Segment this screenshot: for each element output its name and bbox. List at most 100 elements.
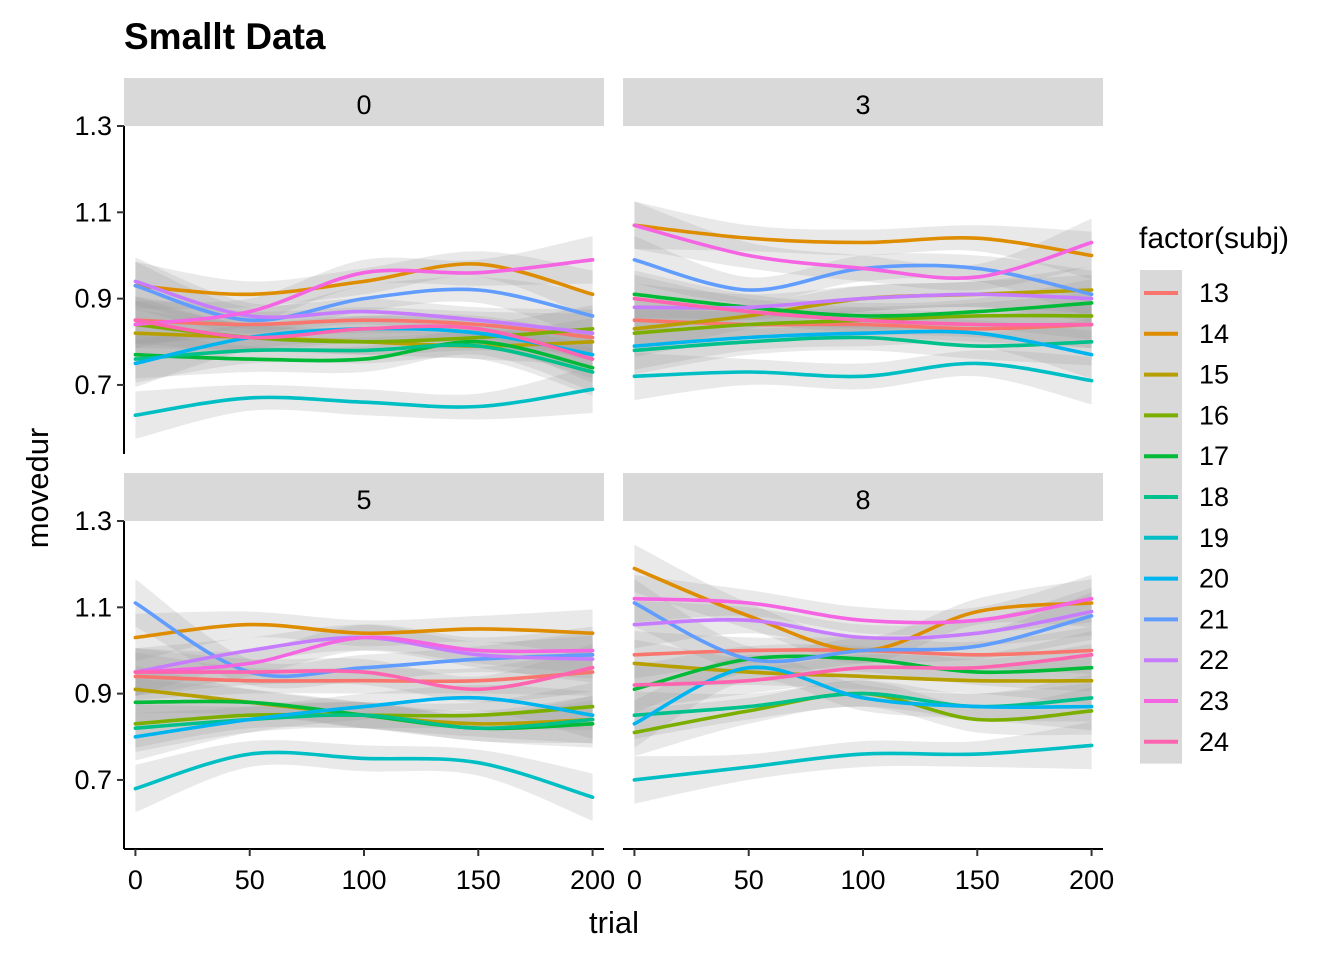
- x-axis-title: trial: [589, 905, 639, 940]
- series-line-23: [133, 635, 595, 674]
- y-tick-label: 0.7: [74, 765, 112, 795]
- series-line-22: [133, 279, 595, 335]
- confidence-ribbons: [634, 544, 1092, 804]
- facet-panel: 3: [623, 78, 1103, 405]
- series-line-17: [632, 292, 1094, 318]
- x-tick-label: 150: [456, 865, 501, 895]
- facet-panel: 0 0.7 0.9 1.1 1.3: [74, 78, 604, 454]
- legend-label-14: 14: [1199, 319, 1229, 349]
- y-tick-label: 0.9: [74, 284, 112, 314]
- series-line-18: [133, 343, 595, 374]
- series-line-19: [632, 743, 1094, 782]
- legend-title: factor(subj): [1139, 222, 1289, 255]
- x-tick-label: 100: [840, 865, 885, 895]
- legend-key-background: [1140, 270, 1182, 764]
- confidence-band-18: [634, 674, 1092, 739]
- confidence-band-22: [634, 587, 1092, 652]
- legend-label-22: 22: [1199, 645, 1229, 675]
- series-line-19: [133, 387, 595, 417]
- confidence-band-18: [135, 695, 593, 752]
- y-axis-title: movedur: [20, 428, 55, 549]
- confidence-band-21: [634, 236, 1092, 319]
- confidence-band-15: [634, 266, 1092, 353]
- confidence-band-23: [135, 624, 593, 696]
- series-line-20: [133, 695, 595, 739]
- y-tick-label: 1.3: [74, 111, 112, 141]
- confidence-band-18: [634, 318, 1092, 375]
- legend-label-15: 15: [1199, 360, 1229, 390]
- y-tick-label: 1.3: [74, 506, 112, 536]
- series-line-13: [133, 318, 595, 340]
- series-line-20: [632, 329, 1094, 357]
- confidence-band-21: [135, 579, 593, 689]
- facet-panels: 0 0.7 0.9 1.1 1.3 3 5 0.7 0.9 1.1 1.3 0 50 100 150 200 8…: [74, 78, 1114, 895]
- facet-strip-label: 0: [356, 90, 371, 120]
- facet-strip: [124, 473, 604, 521]
- series-line-18: [632, 335, 1094, 353]
- x-tick-label: 0: [128, 865, 143, 895]
- confidence-band-14: [634, 201, 1092, 280]
- series-line-23: [632, 596, 1094, 625]
- confidence-band-24: [135, 296, 593, 383]
- series-line-21: [632, 601, 1094, 664]
- confidence-band-17: [634, 644, 1092, 714]
- series-lines: [632, 566, 1094, 782]
- series-line-18: [133, 713, 595, 731]
- series-line-24: [133, 665, 595, 692]
- series-lines: [133, 601, 595, 799]
- y-tick-label: 0.9: [74, 679, 112, 709]
- confidence-band-13: [634, 296, 1092, 349]
- confidence-band-20: [634, 654, 1092, 748]
- series-line-19: [133, 750, 595, 799]
- confidence-band-14: [135, 609, 593, 662]
- series-line-19: [632, 361, 1094, 383]
- x-tick-label: 50: [235, 865, 265, 895]
- facet-panel: 5 0.7 0.9 1.1 1.3 0 50 100 150 200: [74, 473, 615, 895]
- legend-label-18: 18: [1199, 482, 1229, 512]
- legend-label-23: 23: [1199, 686, 1229, 716]
- facet-strip-label: 8: [855, 485, 870, 515]
- confidence-band-18: [135, 332, 593, 396]
- confidence-band-24: [634, 631, 1092, 709]
- y-tick-label: 1.1: [74, 197, 112, 227]
- confidence-band-13: [634, 626, 1092, 679]
- y-tick-label: 0.7: [74, 370, 112, 400]
- x-tick-label: 150: [955, 865, 1000, 895]
- series-line-13: [133, 670, 595, 684]
- confidence-band-16: [634, 680, 1092, 757]
- legend-label-21: 21: [1199, 604, 1229, 634]
- facet-strip: [124, 78, 604, 126]
- facet-strip-label: 5: [356, 485, 371, 515]
- confidence-band-15: [634, 639, 1092, 705]
- series-line-17: [133, 339, 595, 370]
- series-lines: [133, 258, 595, 417]
- facet-strip: [623, 78, 1103, 126]
- legend-label-19: 19: [1199, 523, 1229, 553]
- x-tick-label: 200: [1069, 865, 1114, 895]
- series-line-22: [632, 609, 1094, 641]
- confidence-band-13: [135, 648, 593, 701]
- legend-label-20: 20: [1199, 564, 1229, 594]
- legend-label-17: 17: [1199, 441, 1229, 471]
- confidence-band-19: [135, 740, 593, 821]
- series-line-24: [632, 296, 1094, 327]
- series-line-17: [632, 654, 1094, 692]
- chart-title: Smallt Data: [124, 16, 326, 57]
- facet-strip: [623, 473, 1103, 521]
- series-line-24: [632, 653, 1094, 687]
- y-tick-label: 1.1: [74, 592, 112, 622]
- confidence-band-14: [135, 251, 593, 319]
- confidence-band-15: [135, 309, 593, 366]
- confidence-band-14: [634, 544, 1092, 664]
- confidence-band-22: [135, 624, 593, 696]
- series-line-18: [632, 691, 1094, 717]
- facet-panel: 8 0 50 100 150 200: [623, 473, 1114, 895]
- series-line-15: [632, 661, 1094, 683]
- x-tick-label: 100: [341, 865, 386, 895]
- legend-label-16: 16: [1199, 400, 1229, 430]
- x-tick-label: 200: [570, 865, 615, 895]
- series-line-24: [133, 318, 595, 361]
- legend-label-24: 24: [1199, 727, 1229, 757]
